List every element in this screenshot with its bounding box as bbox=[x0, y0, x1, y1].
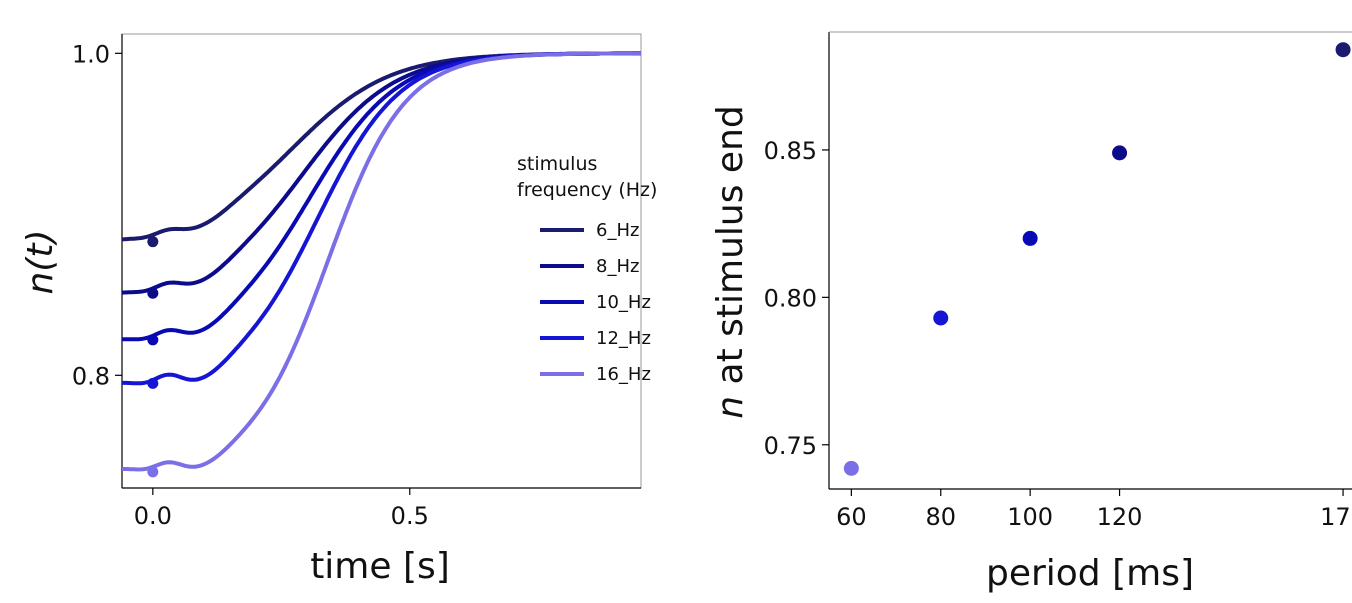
left-y-label-symbol: n bbox=[20, 272, 61, 295]
scatter-point bbox=[933, 310, 949, 326]
right-x-tick-label: 60 bbox=[836, 503, 867, 531]
scatter-point bbox=[1112, 145, 1128, 161]
left-x-axis-label: time [s] bbox=[310, 546, 450, 587]
scatter-point bbox=[1022, 230, 1038, 246]
series-marker-10_Hz bbox=[147, 334, 159, 346]
legend-label-12_Hz: 12_Hz bbox=[596, 328, 651, 349]
left-x-tick-label: 0.0 bbox=[134, 502, 172, 530]
right-x-axis-label: period [ms] bbox=[986, 553, 1194, 594]
right-y-label-rest: at stimulus end bbox=[710, 105, 751, 396]
right-x-tick-label: 170 bbox=[1320, 503, 1352, 531]
left-x-tick-label: 0.5 bbox=[391, 502, 429, 530]
series-line-16_Hz bbox=[121, 51, 641, 472]
right-ticks: 60 80 100 120 170 0.75 0.80 0.85 bbox=[764, 137, 1352, 531]
series-line-12_Hz bbox=[122, 51, 641, 386]
right-y-tick-label: 0.80 bbox=[764, 284, 817, 312]
legend-title-line1: stimulus bbox=[517, 153, 597, 175]
series-line-6_Hz bbox=[121, 51, 641, 242]
right-y-label-symbol: n bbox=[710, 396, 751, 419]
right-x-tick-label: 120 bbox=[1097, 503, 1143, 531]
left-y-label-arg: (t) bbox=[20, 229, 61, 271]
left-y-tick-label: 1.0 bbox=[72, 40, 110, 68]
series-marker-12_Hz bbox=[147, 377, 159, 389]
legend-label-16_Hz: 16_Hz bbox=[596, 364, 651, 385]
right-y-tick-label: 0.75 bbox=[764, 432, 817, 460]
right-y-tick-label: 0.85 bbox=[764, 137, 817, 165]
series-marker-8_Hz bbox=[147, 287, 159, 299]
series-marker-16_Hz bbox=[147, 466, 159, 478]
series-marker-6_Hz bbox=[147, 236, 159, 248]
legend-label-8_Hz: 8_Hz bbox=[596, 256, 639, 277]
legend-title-line2: frequency (Hz) bbox=[517, 179, 657, 201]
legend-label-10_Hz: 10_Hz bbox=[596, 292, 651, 313]
left-curves bbox=[121, 51, 641, 478]
left-chart-panel: 0.0 0.5 0.8 1.0 time [s] n(t) stimulus freq… bbox=[20, 33, 657, 587]
scatter-point bbox=[1335, 42, 1351, 58]
right-y-axis-label: n at stimulus end bbox=[710, 105, 751, 418]
legend-items: 6_Hz 8_Hz 10_Hz 12_Hz 16_Hz bbox=[540, 220, 651, 385]
right-x-tick-label: 80 bbox=[925, 503, 956, 531]
legend: stimulus frequency (Hz) 6_Hz 8_Hz 10_Hz 12_… bbox=[517, 153, 657, 385]
legend-label-6_Hz: 6_Hz bbox=[596, 220, 639, 241]
right-x-tick-label: 100 bbox=[1007, 503, 1053, 531]
left-y-tick-label: 0.8 bbox=[72, 362, 110, 390]
left-y-axis-label: n(t) bbox=[20, 229, 61, 294]
right-chart-panel: 60 80 100 120 170 0.75 0.80 0.85 period [ms] n … bbox=[710, 31, 1352, 594]
scatter-point bbox=[843, 460, 859, 476]
left-ticks: 0.0 0.5 0.8 1.0 bbox=[72, 40, 429, 530]
right-points bbox=[843, 42, 1351, 476]
